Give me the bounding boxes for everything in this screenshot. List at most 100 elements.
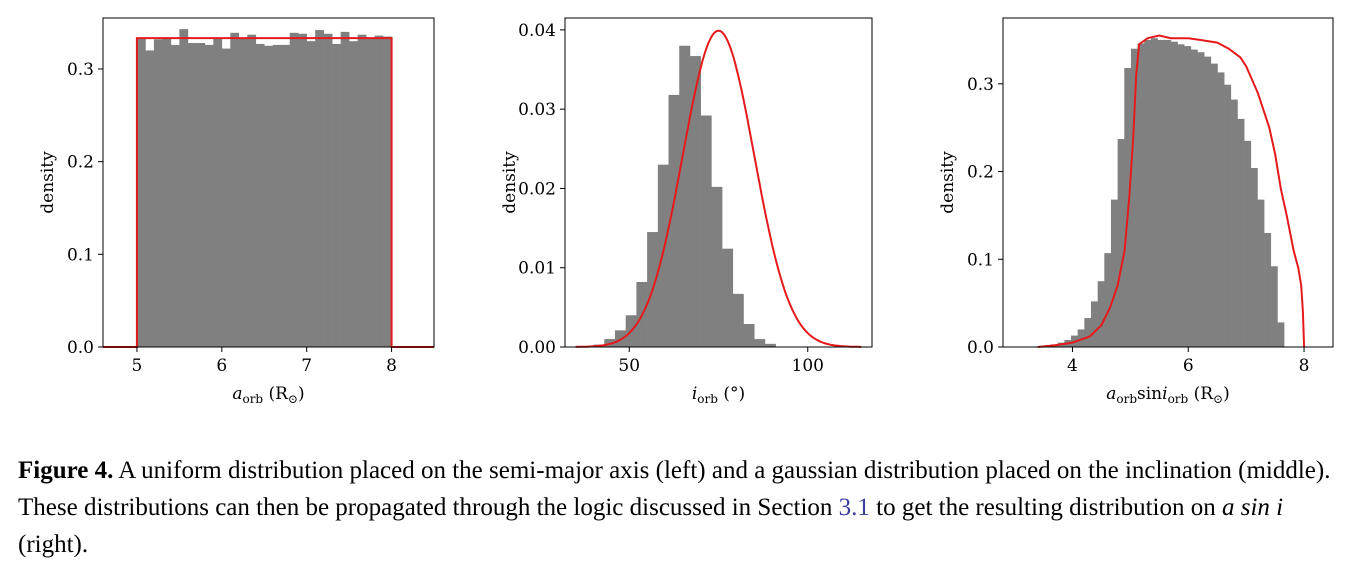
histogram-bar: [264, 45, 274, 347]
histogram-bar: [145, 50, 155, 348]
histogram-bar: [1144, 39, 1152, 347]
histogram-bar: [1250, 168, 1258, 347]
histogram-bar: [1277, 322, 1285, 347]
section-reference-link[interactable]: 3.1: [838, 494, 870, 521]
x-tick-label: 6: [216, 356, 227, 376]
histogram-bar: [743, 324, 755, 347]
y-tick-label: 0.0: [967, 338, 994, 358]
panel-a-sin-i: 4 6 8 0.0 0.1 0.2 0.3 density aorbsiniorb (R⊙): [938, 17, 1334, 406]
histogram-bar: [1077, 329, 1085, 347]
y-axis-label: density: [500, 151, 520, 214]
x-tick-label: 8: [386, 356, 397, 376]
y-tick-label: 0.02: [518, 179, 556, 199]
histogram-bar: [1230, 99, 1238, 347]
caption-label: Figure 4.: [18, 457, 114, 484]
histogram-bar: [754, 339, 766, 347]
histogram-bar: [1224, 84, 1232, 347]
histogram-bar: [1091, 301, 1098, 347]
axes-frame: [102, 17, 435, 348]
x-axis-label: iorb (°): [692, 384, 745, 406]
panel-semi-major-axis: 5 6 7 8 0.0 0.1 0.2 0.3 density aorb (R⊙): [38, 17, 435, 406]
histogram-bar: [170, 44, 180, 347]
figure-panels: 5 6 7 8 0.0 0.1 0.2 0.3 density aorb (R⊙) 50 100 0.…: [38, 17, 1334, 406]
y-tick-label: 0.1: [67, 245, 94, 265]
histogram-bar: [289, 32, 299, 347]
y-tick-label: 0.00: [518, 338, 556, 358]
histogram-bar: [213, 38, 223, 347]
histogram-bar: [1217, 72, 1225, 348]
histogram-bar: [315, 30, 324, 348]
x-axis-label: aorbsiniorb (R⊙): [1106, 384, 1230, 406]
histogram-bar: [1117, 139, 1125, 347]
histogram-bar: [764, 343, 776, 347]
histogram-bar: [1244, 140, 1252, 347]
histogram-bar: [136, 38, 146, 347]
histogram-bar: [1104, 253, 1112, 347]
histogram-bar: [1270, 266, 1278, 347]
histogram-bar: [1190, 49, 1198, 348]
histogram-bar: [298, 33, 307, 347]
histogram-bar: [230, 32, 240, 347]
histogram-bar: [1264, 232, 1272, 347]
x-tick-label: 6: [1183, 356, 1194, 376]
figure-caption: Figure 4. A uniform distribution placed …: [18, 452, 1353, 563]
histogram-bar: [1097, 281, 1105, 347]
histogram-bar: [1237, 118, 1245, 347]
histogram-bar: [204, 44, 214, 347]
histogram-bar: [281, 44, 291, 347]
histogram-bar: [657, 164, 669, 347]
axes-frame: [1002, 17, 1334, 348]
histogram-bar: [1157, 39, 1165, 347]
x-tick-label: 50: [618, 356, 640, 376]
caption-text-2: to get the resulting distribution on: [869, 494, 1222, 521]
histogram-bar: [1084, 318, 1092, 347]
distribution-curve: [1037, 34, 1306, 348]
histogram-bar: [1197, 52, 1205, 347]
x-tick-label: 4: [1067, 356, 1078, 376]
histogram-bar: [1204, 56, 1212, 348]
x-tick-label: 100: [792, 356, 824, 376]
histogram-bar: [1184, 46, 1192, 347]
caption-text-3: (right).: [18, 531, 89, 558]
histogram-bar: [1150, 38, 1158, 348]
histogram-bar: [1110, 199, 1118, 347]
histogram-bar: [357, 34, 367, 347]
x-tick-label: 8: [1299, 356, 1310, 376]
y-axis-label: density: [938, 151, 958, 214]
histogram-bar: [272, 44, 282, 347]
histogram-bar: [1210, 63, 1218, 347]
histogram-bar: [679, 45, 691, 348]
histogram-bar: [349, 41, 358, 348]
x-tick-label: 7: [301, 356, 312, 376]
y-tick-label: 0.1: [967, 250, 994, 270]
y-tick-label: 0.03: [518, 100, 556, 120]
histogram-bar: [1164, 39, 1172, 347]
y-axis-label: density: [38, 151, 58, 214]
histogram-bar: [162, 38, 172, 347]
histogram-bar: [323, 33, 333, 347]
histogram-bar: [732, 293, 744, 347]
histogram-bar: [668, 94, 680, 347]
histogram-bar: [179, 29, 189, 348]
histogram-bar: [1257, 199, 1265, 347]
histogram-bar: [340, 31, 350, 348]
x-tick-label: 5: [132, 356, 143, 376]
histogram-bar: [689, 56, 701, 348]
histogram-bar: [1137, 43, 1145, 348]
histogram-bar: [247, 34, 257, 347]
histogram-bar: [722, 248, 734, 347]
caption-text-1: A uniform distribution placed on the sem…: [18, 457, 1331, 521]
histogram-bar: [306, 41, 316, 348]
y-tick-label: 0.2: [967, 163, 994, 183]
histogram-bar: [196, 43, 206, 348]
histogram-bar: [1170, 41, 1178, 348]
histogram-bar: [700, 115, 712, 348]
y-tick-label: 0.04: [518, 21, 556, 41]
distribution-curve: [575, 29, 862, 348]
histogram-bar: [187, 43, 197, 348]
histogram-bar: [711, 186, 723, 347]
y-tick-label: 0.2: [67, 153, 94, 173]
y-tick-label: 0.0: [67, 338, 94, 358]
histogram-bar: [374, 35, 384, 347]
histogram-bar: [1130, 48, 1138, 347]
